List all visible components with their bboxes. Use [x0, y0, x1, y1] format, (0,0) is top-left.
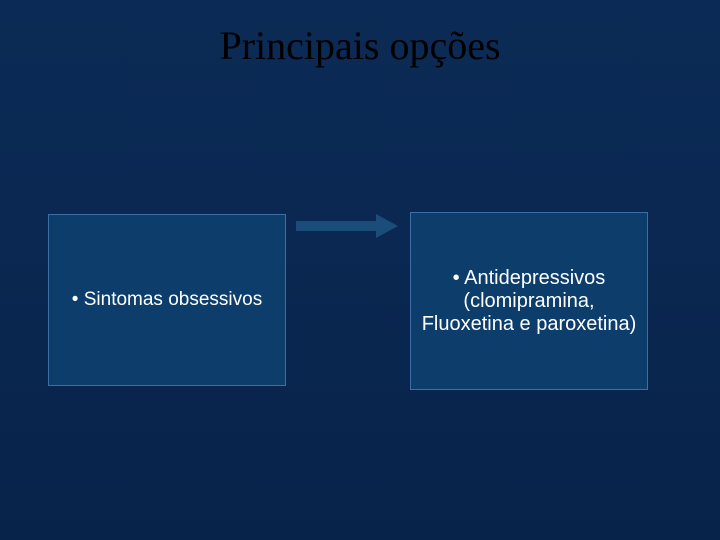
right-box-text: • Antidepressivos (clomipramina, Fluoxet…	[421, 267, 637, 336]
slide-title: Principais opções	[0, 22, 720, 69]
left-box-text: • Sintomas obsessivos	[72, 289, 262, 311]
slide: Principais opções • Sintomas obsessivos …	[0, 0, 720, 540]
arrow-head	[376, 214, 398, 238]
right-box: • Antidepressivos (clomipramina, Fluoxet…	[410, 212, 648, 390]
arrow-shaft	[296, 221, 376, 231]
left-box: • Sintomas obsessivos	[48, 214, 286, 386]
